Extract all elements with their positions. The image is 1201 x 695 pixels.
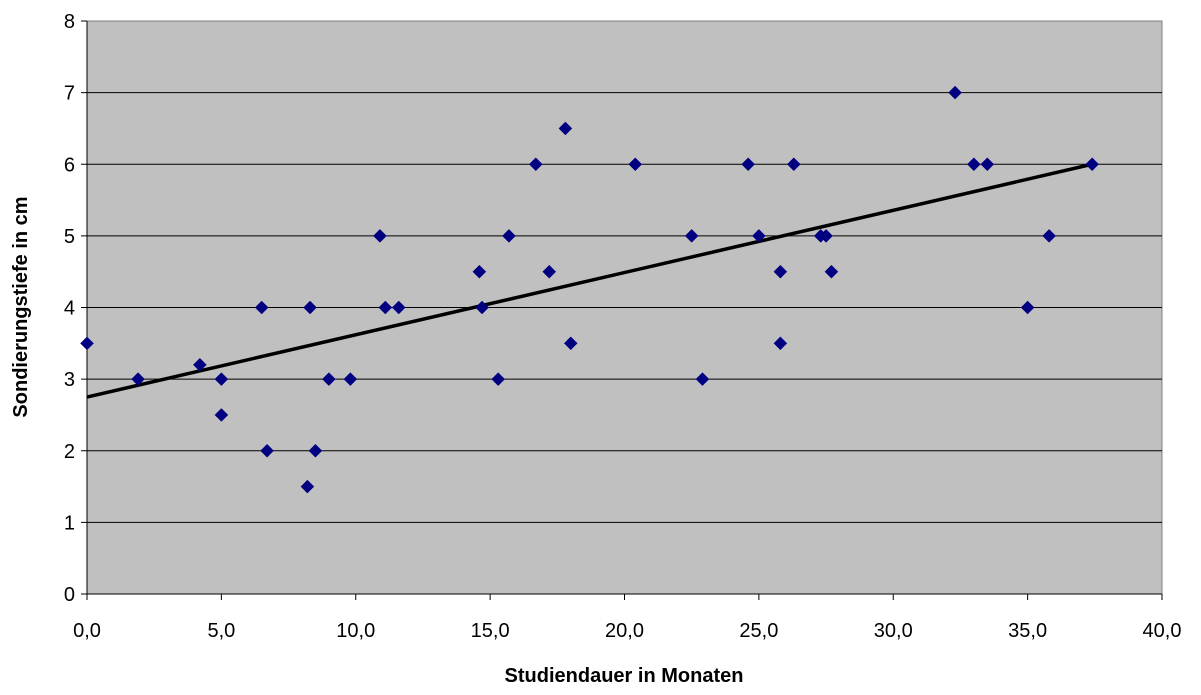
x-tick-label: 20,0 xyxy=(605,620,644,642)
data-point xyxy=(193,357,207,372)
y-tick-label: 3 xyxy=(64,369,75,391)
x-tick-label: 35,0 xyxy=(1008,620,1047,642)
y-tick-label: 5 xyxy=(64,226,75,248)
data-point xyxy=(308,443,323,458)
data-point xyxy=(1085,157,1099,172)
x-tick-label: 15,0 xyxy=(471,620,510,642)
trendline-group xyxy=(86,162,1093,399)
x-tick-label: 0,0 xyxy=(73,620,101,642)
data-point xyxy=(967,157,981,172)
x-tick-label: 40,0 xyxy=(1143,620,1182,642)
data-point xyxy=(695,372,710,386)
data-point xyxy=(542,264,557,279)
data-point xyxy=(786,157,801,172)
data-point xyxy=(741,157,755,172)
data-point xyxy=(563,336,578,351)
data-point xyxy=(254,300,269,315)
trendline xyxy=(86,162,1093,399)
data-point xyxy=(300,479,315,494)
data-point xyxy=(773,264,788,279)
data-point xyxy=(1042,229,1056,243)
y-tick-label: 4 xyxy=(64,298,75,320)
data-point xyxy=(131,372,145,386)
y-tick-label: 1 xyxy=(64,512,75,534)
x-tick-labels: 0,0 5,0 10,0 15,0 20,0 25,0 30,0 35,0 40,0 xyxy=(73,620,1181,642)
data-point xyxy=(391,300,406,315)
data-point xyxy=(491,372,506,386)
data-point xyxy=(475,300,489,315)
data-point xyxy=(752,229,766,243)
y-tick-label: 2 xyxy=(64,441,75,463)
x-tick-label: 25,0 xyxy=(739,620,778,642)
x-tick-label: 10,0 xyxy=(336,620,375,642)
y-axis-title: Sondierungstiefe in cm xyxy=(10,196,32,417)
data-point xyxy=(948,85,962,100)
y-tick-label: 6 xyxy=(64,154,75,176)
data-point xyxy=(373,229,387,243)
data-point xyxy=(773,336,788,351)
data-point xyxy=(378,300,393,315)
data-points xyxy=(80,85,1099,494)
data-point xyxy=(322,372,336,386)
data-point xyxy=(303,300,317,315)
data-point xyxy=(980,157,995,172)
y-tick-label: 0 xyxy=(64,584,75,606)
data-point xyxy=(472,264,487,279)
data-point xyxy=(343,372,358,386)
data-point xyxy=(1020,300,1035,315)
y-tick-label: 8 xyxy=(64,11,75,33)
data-point xyxy=(502,229,516,243)
axes xyxy=(81,20,1163,600)
x-tick-label: 30,0 xyxy=(874,620,913,642)
data-point xyxy=(628,157,643,172)
data-point xyxy=(214,408,229,422)
data-point xyxy=(684,229,699,243)
data-point xyxy=(528,157,543,172)
data-point xyxy=(824,264,839,279)
y-tick-label: 7 xyxy=(64,83,75,105)
data-point xyxy=(214,372,229,386)
data-point xyxy=(80,336,94,351)
x-axis-title: Studiendauer in Monaten xyxy=(505,665,744,687)
data-point xyxy=(819,229,833,243)
y-tick-labels: 0 1 2 3 4 5 6 7 8 xyxy=(64,11,75,606)
data-point xyxy=(260,443,274,458)
data-point xyxy=(558,121,573,136)
x-tick-label: 5,0 xyxy=(207,620,235,642)
